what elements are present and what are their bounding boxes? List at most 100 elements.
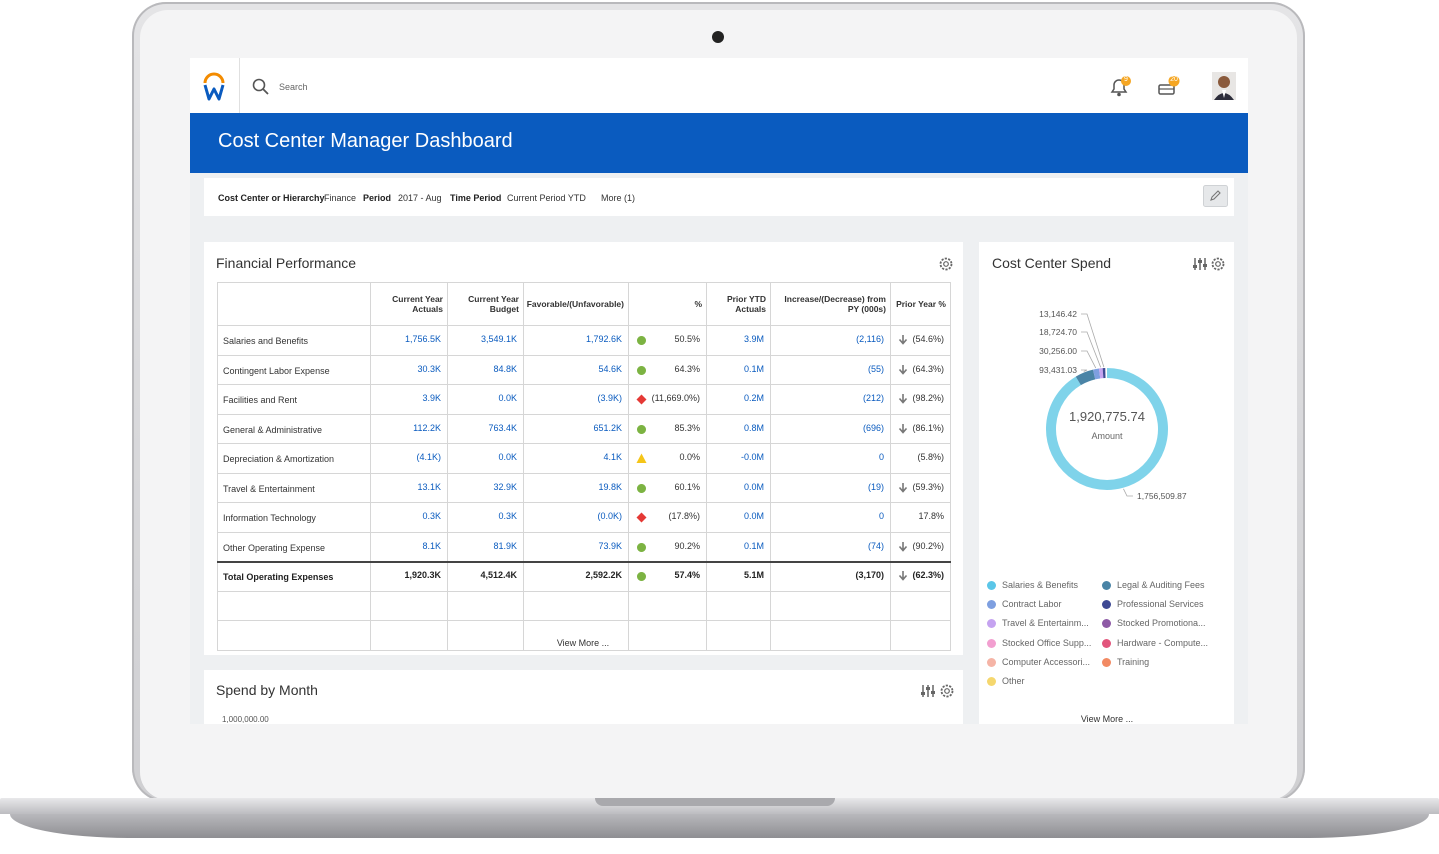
edit-button[interactable] bbox=[1203, 185, 1228, 207]
leader-line bbox=[1081, 369, 1088, 372]
table-cell[interactable]: 54.6K bbox=[598, 363, 622, 374]
status-indicator bbox=[636, 483, 646, 493]
trend-arrow bbox=[898, 482, 908, 493]
status-indicator bbox=[636, 394, 647, 405]
search-input[interactable]: Search bbox=[279, 82, 308, 92]
notifications-badge: 9 bbox=[1124, 76, 1128, 83]
inbox-icon[interactable] bbox=[1156, 76, 1182, 98]
table-cell: (59.3%) bbox=[912, 481, 944, 492]
table-cell[interactable]: 0.0K bbox=[498, 452, 517, 462]
column-header: Favorable/(Unfavorable) bbox=[526, 298, 624, 309]
table-cell[interactable]: 32.9K bbox=[493, 481, 517, 492]
table-cell[interactable]: 0.3K bbox=[422, 511, 441, 521]
filter-value: 2017 - Aug bbox=[398, 193, 442, 203]
grid-line bbox=[217, 620, 951, 621]
table-cell: (62.3%) bbox=[912, 570, 944, 580]
table-cell[interactable]: 651.2K bbox=[593, 422, 622, 433]
table-cell[interactable]: 3.9K bbox=[422, 393, 441, 403]
table-cell: 90.2% bbox=[674, 540, 700, 551]
table-cell: (64.3%) bbox=[912, 363, 944, 374]
table-cell[interactable]: -0.0M bbox=[740, 452, 764, 462]
table-cell[interactable]: (19) bbox=[867, 481, 884, 492]
filters-more[interactable]: More (1) bbox=[601, 193, 636, 203]
table-cell[interactable]: 30.3K bbox=[417, 363, 441, 374]
legend-label: Other bbox=[1002, 676, 1025, 686]
logo[interactable] bbox=[200, 72, 228, 102]
grid-line bbox=[217, 472, 951, 474]
table-cell[interactable]: 1,792.6K bbox=[585, 334, 622, 344]
table-cell[interactable]: 0.8M bbox=[743, 422, 764, 433]
table-cell[interactable]: 0.1M bbox=[743, 540, 764, 551]
table-cell[interactable]: 112.2K bbox=[413, 422, 441, 433]
table-cell: 5.1M bbox=[743, 570, 764, 580]
grid-line bbox=[217, 443, 951, 444]
table-cell: (86.1%) bbox=[912, 422, 944, 433]
table-cell[interactable]: 4.1K bbox=[603, 452, 622, 462]
table-cell[interactable]: (4.1K) bbox=[416, 452, 441, 462]
table-cell[interactable]: 0.1M bbox=[743, 363, 764, 374]
legend-swatch bbox=[987, 677, 996, 686]
table-cell[interactable]: 763.4K bbox=[488, 422, 517, 433]
table-cell[interactable]: 0.3K bbox=[498, 511, 517, 521]
leader-line bbox=[1081, 350, 1097, 369]
grid-line bbox=[217, 531, 951, 533]
table-cell[interactable]: 0 bbox=[878, 452, 884, 462]
column-header: % bbox=[694, 298, 702, 309]
legend-label: Computer Accessori... bbox=[1002, 656, 1091, 667]
table-cell[interactable]: 0.0M bbox=[743, 511, 764, 521]
view-more-link[interactable]: View More ... bbox=[1080, 714, 1134, 724]
financial-performance-card bbox=[204, 242, 963, 655]
grid-line bbox=[370, 282, 371, 650]
camera bbox=[712, 31, 724, 43]
legend-swatch bbox=[987, 581, 996, 590]
settings-icon[interactable] bbox=[938, 256, 954, 272]
table-cell[interactable]: 0.2M bbox=[743, 393, 764, 403]
card-icons[interactable] bbox=[1192, 256, 1232, 272]
grid-line bbox=[217, 413, 951, 415]
table-cell[interactable]: (2,116) bbox=[856, 334, 884, 344]
table-cell[interactable]: 0.0K bbox=[498, 393, 517, 403]
leader-line bbox=[1081, 313, 1105, 368]
table-cell[interactable]: 0 bbox=[878, 511, 884, 521]
grid-line bbox=[217, 325, 951, 326]
grid-line bbox=[950, 282, 951, 650]
header-band bbox=[190, 113, 1248, 173]
table-cell: 4,512.4K bbox=[480, 570, 517, 580]
avatar[interactable] bbox=[1212, 72, 1236, 100]
table-cell[interactable]: 8.1K bbox=[422, 540, 441, 551]
legend-swatch bbox=[1102, 657, 1111, 667]
table-cell[interactable]: 81.9K bbox=[493, 540, 517, 551]
table-cell[interactable]: (696) bbox=[862, 422, 884, 433]
grid-line bbox=[217, 282, 951, 283]
table-cell[interactable]: 3.9M bbox=[743, 334, 764, 344]
notifications-icon[interactable] bbox=[1108, 76, 1132, 98]
status-indicator bbox=[636, 336, 646, 345]
table-cell[interactable]: 73.9K bbox=[598, 540, 622, 551]
grid-line bbox=[706, 282, 707, 650]
table-cell[interactable]: 1,756.5K bbox=[404, 334, 441, 344]
table-cell: 64.3% bbox=[674, 363, 700, 374]
table-cell[interactable]: (74) bbox=[867, 540, 884, 551]
table-cell[interactable]: (55) bbox=[867, 363, 884, 374]
table-cell: (3,170) bbox=[855, 570, 884, 580]
leader-line bbox=[1081, 331, 1102, 368]
search-icon bbox=[252, 78, 269, 95]
legend-label: Stocked Office Supp... bbox=[1002, 637, 1092, 648]
table-cell[interactable]: 84.8K bbox=[493, 363, 517, 374]
trend-arrow bbox=[898, 335, 908, 345]
table-cell: 57.4% bbox=[674, 570, 700, 580]
table-cell[interactable]: 19.8K bbox=[598, 481, 622, 492]
table-cell[interactable]: (212) bbox=[862, 393, 884, 403]
table-cell[interactable]: 13.1K bbox=[417, 481, 441, 492]
grid-line bbox=[217, 590, 951, 592]
trend-arrow bbox=[898, 364, 908, 375]
table-cell[interactable]: (3.9K) bbox=[597, 393, 622, 403]
view-more-link[interactable]: View More ... bbox=[556, 638, 610, 648]
table-cell[interactable]: 0.0M bbox=[743, 481, 764, 492]
row-label: Salaries and Benefits bbox=[223, 336, 309, 346]
card-icons[interactable] bbox=[920, 683, 960, 699]
top-bar: Search 9 20 bbox=[190, 58, 1248, 114]
table-cell[interactable]: (0.0K) bbox=[597, 511, 622, 521]
table-cell[interactable]: 3,549.1K bbox=[480, 334, 517, 344]
